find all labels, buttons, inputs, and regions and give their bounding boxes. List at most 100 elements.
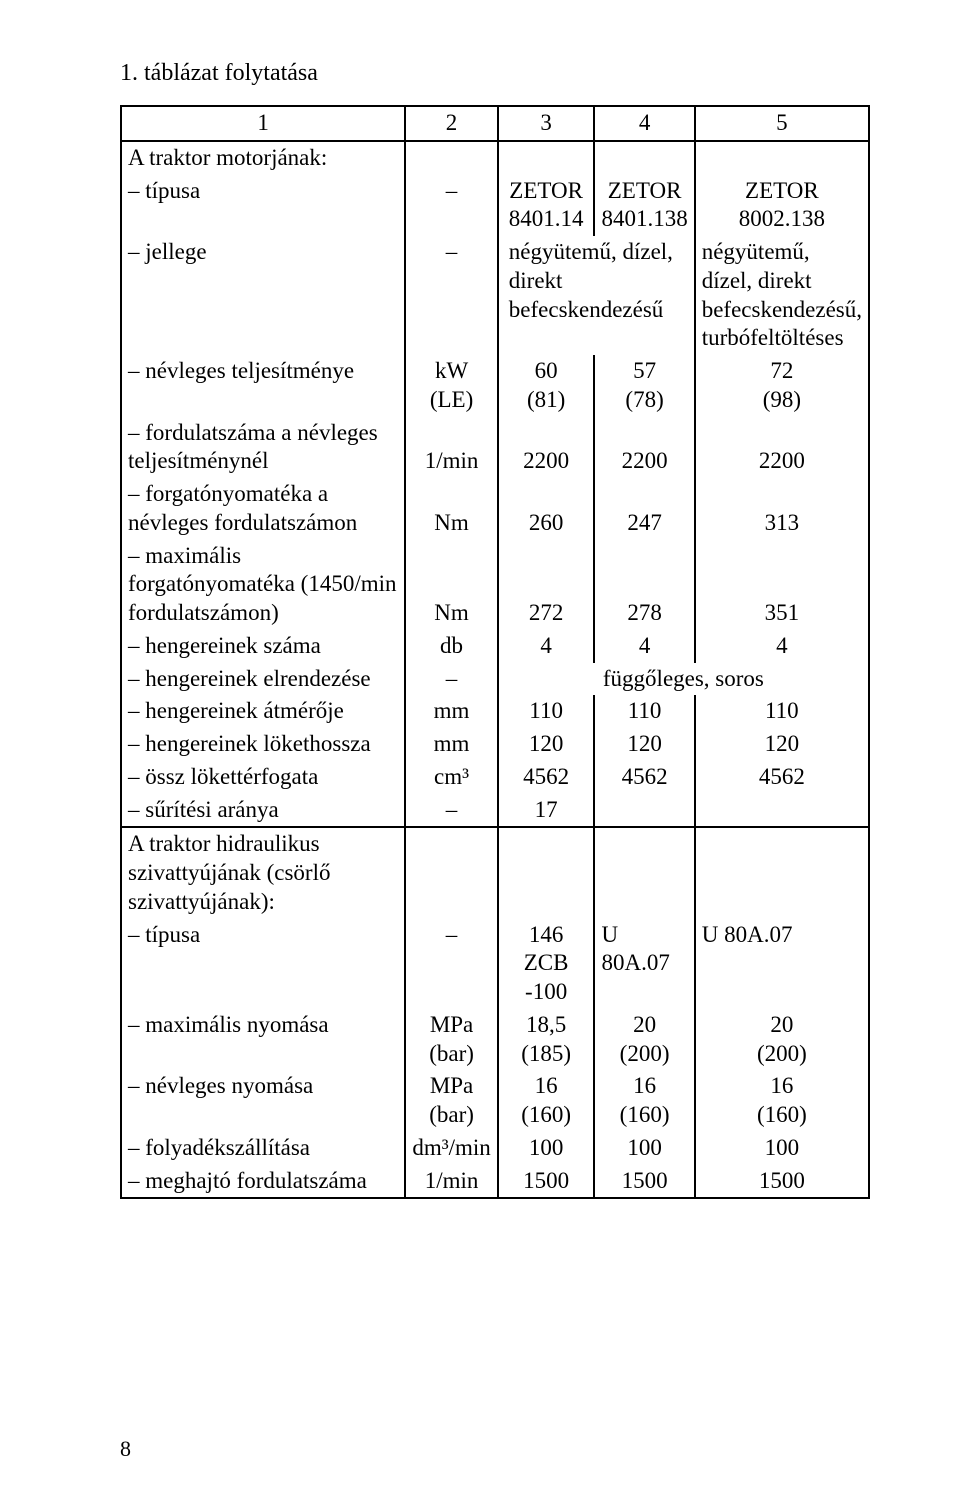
row-label: – sűrítési aránya — [121, 794, 405, 828]
row-label: – meghajtó fordulatszáma — [121, 1165, 405, 1199]
table-caption: 1. táblázat folytatása — [120, 60, 870, 87]
row-unit: – — [405, 236, 497, 355]
cell: 16 (160) — [498, 1070, 595, 1132]
row-unit: mm — [405, 728, 497, 761]
cell: 278 — [594, 540, 694, 630]
cell: 120 — [695, 728, 869, 761]
cell: 110 — [498, 695, 595, 728]
cell: 1500 — [594, 1165, 694, 1199]
row-unit: kW (LE) — [405, 355, 497, 417]
table-row: – hengereinek átmérője mm 110 110 110 — [121, 695, 869, 728]
row-label: – típusa — [121, 175, 405, 237]
row-unit: – — [405, 175, 497, 237]
cell: 20 (200) — [594, 1009, 694, 1071]
table-row: – típusa – 146 ZCB -100 U 80A.07 U 80A.0… — [121, 919, 869, 1009]
cell: 1500 — [498, 1165, 595, 1199]
cell: U 80A.07 — [695, 919, 869, 1009]
cell: 351 — [695, 540, 869, 630]
row-unit: 1/min — [405, 1165, 497, 1199]
cell — [594, 794, 694, 828]
cell: 16 (160) — [594, 1070, 694, 1132]
row-label: – hengereinek elrendezése — [121, 663, 405, 696]
section-a-title: A traktor motorjának: — [121, 141, 405, 175]
row-label: – össz lökettérfogata — [121, 761, 405, 794]
cell — [498, 141, 595, 175]
cell: 272 — [498, 540, 595, 630]
table-row: – maximális forgatónyomatéka (1450/min f… — [121, 540, 869, 630]
col-3-header: 3 — [498, 106, 595, 141]
page-number: 8 — [120, 1436, 131, 1462]
cell — [594, 827, 694, 918]
cell: 146 ZCB -100 — [498, 919, 595, 1009]
cell — [498, 827, 595, 918]
col-5-header: 5 — [695, 106, 869, 141]
col-4-header: 4 — [594, 106, 694, 141]
table-row: – össz lökettérfogata cm³ 4562 4562 4562 — [121, 761, 869, 794]
table-row: – maximális nyomása MPa (bar) 18,5 (185)… — [121, 1009, 869, 1071]
row-label: – hengereinek lökethossza — [121, 728, 405, 761]
table-row: – meghajtó fordulatszáma 1/min 1500 1500… — [121, 1165, 869, 1199]
row-unit: Nm — [405, 478, 497, 540]
cell: 260 — [498, 478, 595, 540]
row-unit: cm³ — [405, 761, 497, 794]
row-label: – folyadékszállítása — [121, 1132, 405, 1165]
table-row: – jellege – négyütemű, dízel, direkt bef… — [121, 236, 869, 355]
cell: 4562 — [594, 761, 694, 794]
row-label: – maximális forgatónyomatéka (1450/min f… — [121, 540, 405, 630]
row-label: – jellege — [121, 236, 405, 355]
row-unit: MPa (bar) — [405, 1070, 497, 1132]
cell: 120 — [594, 728, 694, 761]
row-label: – maximális nyomása — [121, 1009, 405, 1071]
row-label: – névleges nyomása — [121, 1070, 405, 1132]
table-row: – típusa – ZETOR 8401.14 ZETOR 8401.138 … — [121, 175, 869, 237]
row-unit: mm — [405, 695, 497, 728]
table-row: – folyadékszállítása dm³/min 100 100 100 — [121, 1132, 869, 1165]
cell: 18,5 (185) — [498, 1009, 595, 1071]
cell: 313 — [695, 478, 869, 540]
cell: 110 — [594, 695, 694, 728]
cell — [695, 794, 869, 828]
cell: 120 — [498, 728, 595, 761]
cell: 100 — [695, 1132, 869, 1165]
cell — [405, 141, 497, 175]
cell: 57 (78) — [594, 355, 694, 417]
cell: 17 — [498, 794, 595, 828]
cell: ZETOR 8401.14 — [498, 175, 595, 237]
cell: 100 — [498, 1132, 595, 1165]
table-row: – forgatónyomatéka a névleges fordulatsz… — [121, 478, 869, 540]
row-label: – forgatónyomatéka a névleges fordulatsz… — [121, 478, 405, 540]
row-unit: 1/min — [405, 417, 497, 479]
cell: 4 — [594, 630, 694, 663]
row-label: – névleges teljesítménye — [121, 355, 405, 417]
cell — [695, 141, 869, 175]
cell — [405, 827, 497, 918]
page: 1. táblázat folytatása 1 2 3 4 5 A trakt… — [0, 0, 960, 1502]
cell: 247 — [594, 478, 694, 540]
cell: 1500 — [695, 1165, 869, 1199]
table-header-row: 1 2 3 4 5 — [121, 106, 869, 141]
cell — [695, 827, 869, 918]
row-label: – hengereinek átmérője — [121, 695, 405, 728]
cell: 4562 — [498, 761, 595, 794]
section-b-title: A traktor hidraulikus szivattyújának (cs… — [121, 827, 405, 918]
row-unit: dm³/min — [405, 1132, 497, 1165]
cell: 2200 — [695, 417, 869, 479]
row-unit: Nm — [405, 540, 497, 630]
table-row: – sűrítési aránya – 17 — [121, 794, 869, 828]
cell: négyütemű, dízel, direkt befecskendezésű… — [695, 236, 869, 355]
table-row: – névleges teljesítménye kW (LE) 60 (81)… — [121, 355, 869, 417]
cell: 72 (98) — [695, 355, 869, 417]
cell: 4 — [498, 630, 595, 663]
row-unit: db — [405, 630, 497, 663]
table-row: – hengereinek lökethossza mm 120 120 120 — [121, 728, 869, 761]
row-label: – fordulatszáma a névleges teljesítményn… — [121, 417, 405, 479]
cell: 2200 — [594, 417, 694, 479]
cell: 4562 — [695, 761, 869, 794]
cell: 20 (200) — [695, 1009, 869, 1071]
row-unit: – — [405, 794, 497, 828]
cell — [594, 141, 694, 175]
cell: ZETOR 8002.138 — [695, 175, 869, 237]
table-row: A traktor motorjának: — [121, 141, 869, 175]
row-unit: – — [405, 919, 497, 1009]
cell: 100 — [594, 1132, 694, 1165]
